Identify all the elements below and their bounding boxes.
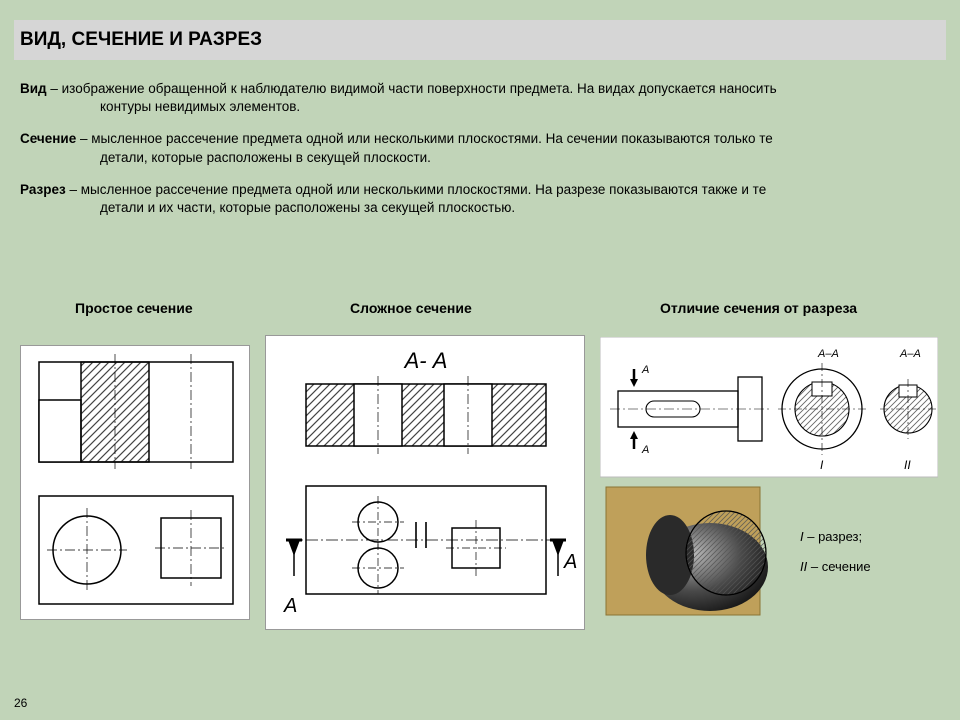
page-title: ВИД, СЕЧЕНИЕ И РАЗРЕЗ: [20, 29, 262, 51]
term: Разрез: [20, 182, 66, 197]
legend-sechenie: II – сечение: [800, 559, 871, 574]
figure-complex-section: А- А: [265, 335, 585, 630]
page-title-bar: ВИД, СЕЧЕНИЕ И РАЗРЕЗ: [14, 20, 946, 60]
def-vid: Вид – изображение обращенной к наблюдате…: [20, 80, 940, 116]
svg-text:II: II: [904, 458, 911, 472]
def-razrez: Разрез – мысленное рассечение предмета о…: [20, 181, 940, 217]
label-difference: Отличие сечения от разреза: [660, 300, 857, 316]
definitions: Вид – изображение обращенной к наблюдате…: [20, 80, 940, 231]
label-complex-section: Сложное сечение: [350, 300, 472, 316]
svg-text:А–А: А–А: [899, 348, 921, 360]
page-number: 26: [14, 696, 27, 710]
svg-text:А: А: [283, 595, 297, 617]
def-sechenie: Сечение – мысленное рассечение предмета …: [20, 130, 940, 166]
section-label-AA: А- А: [403, 348, 448, 373]
figure-simple-section: [20, 345, 250, 620]
legend-razrez: I – разрез;: [800, 529, 862, 544]
figures-area: А- А: [20, 335, 940, 655]
figure-difference: А А А–А I А–А II: [600, 337, 938, 625]
svg-text:А: А: [641, 364, 649, 376]
svg-text:А: А: [641, 444, 649, 456]
label-simple-section: Простое сечение: [75, 300, 193, 316]
svg-text:А–А: А–А: [817, 348, 839, 360]
svg-text:А: А: [563, 551, 577, 573]
term: Сечение: [20, 131, 76, 146]
term: Вид: [20, 81, 47, 96]
